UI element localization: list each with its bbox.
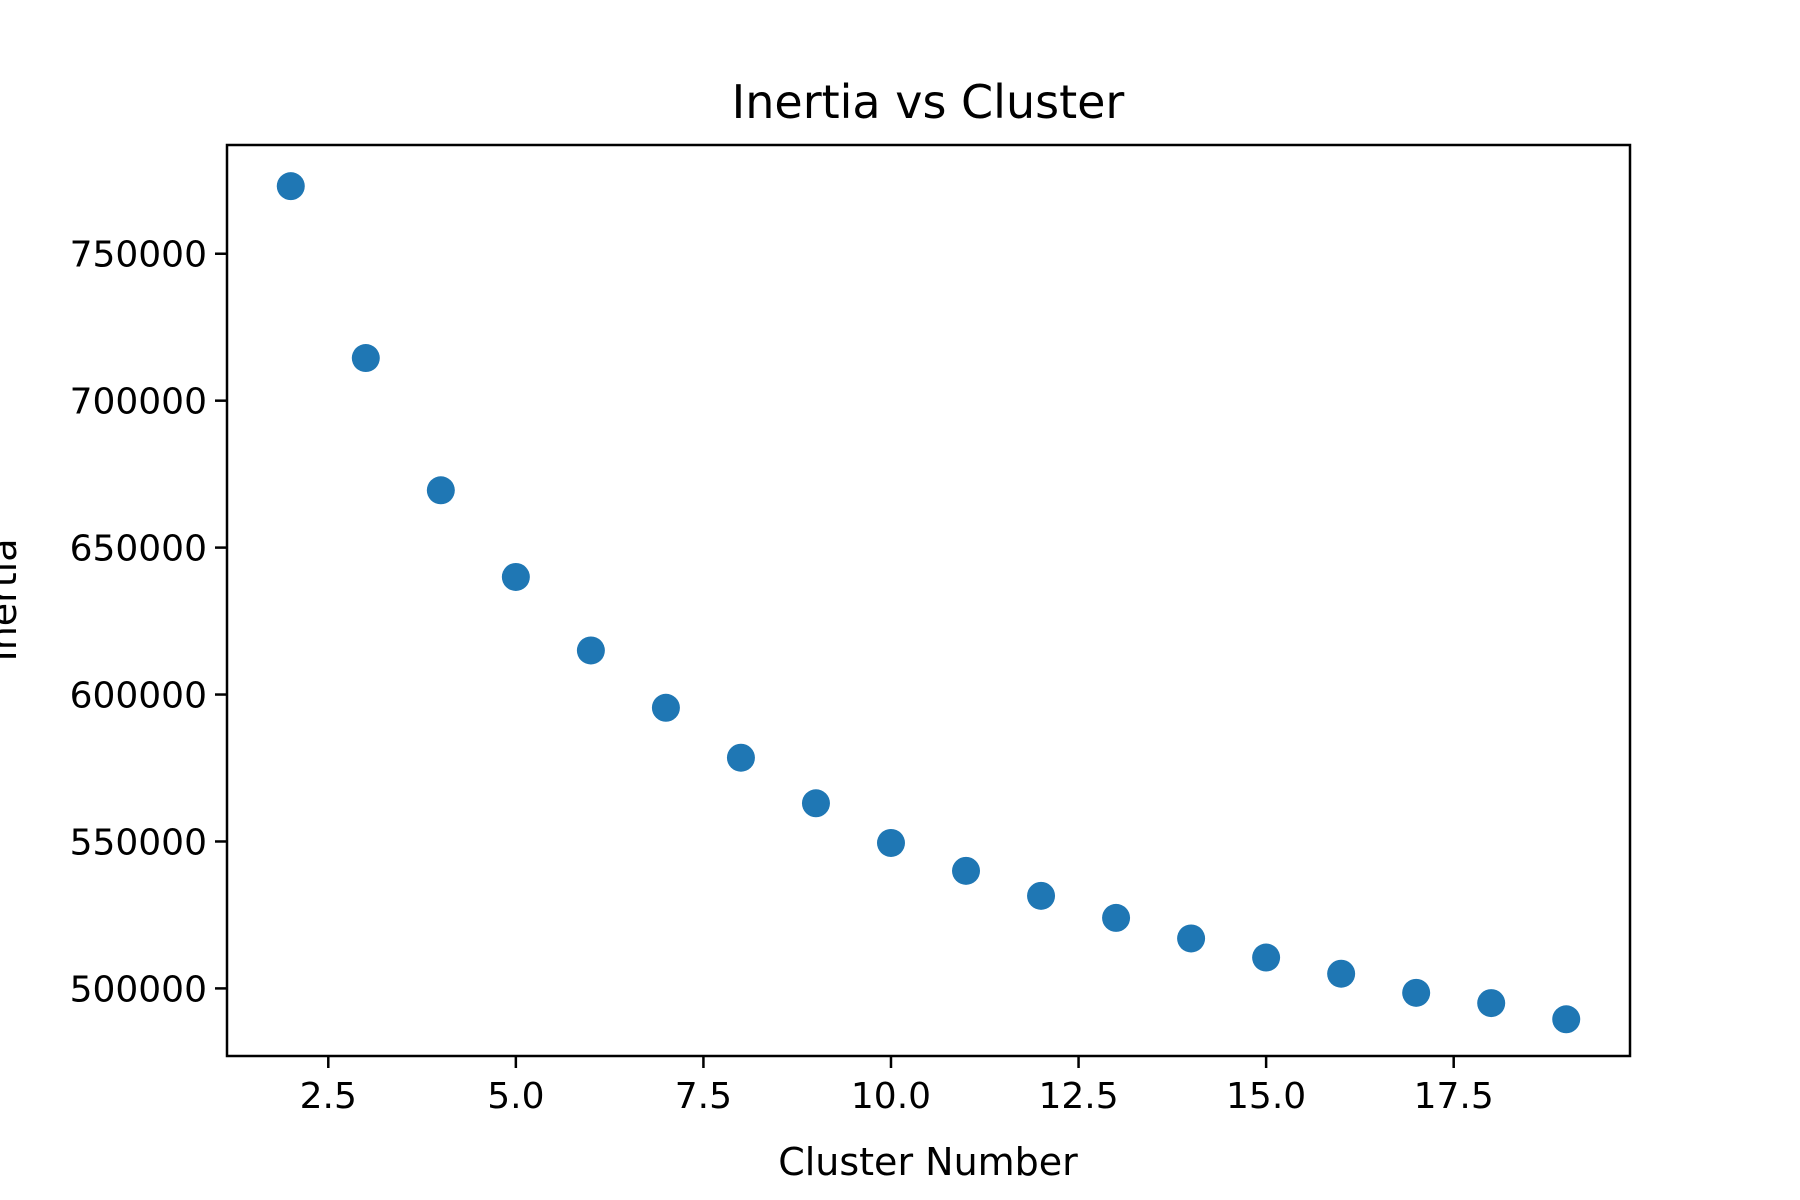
data-point [801,789,830,818]
data-point [576,636,605,665]
data-point [876,828,905,857]
data-point [1552,1005,1581,1034]
y-tick-label: 750000 [70,235,207,276]
data-point [1102,903,1131,932]
data-point [726,743,755,772]
x-tick-label: 17.5 [1414,1076,1494,1117]
y-tick-label: 600000 [70,676,207,717]
y-tick-label: 550000 [70,822,207,863]
x-tick-label: 5.0 [487,1076,544,1117]
data-point [426,476,455,505]
x-tick-label: 15.0 [1226,1076,1306,1117]
data-point [1477,989,1506,1018]
y-axis-ticks: 500000 550000 600000 650000 700000 750000 [70,235,227,1010]
chart-title: Inertia vs Cluster [732,75,1125,129]
data-point [1252,943,1281,972]
data-point [1027,881,1056,910]
x-tick-label: 7.5 [675,1076,732,1117]
data-point [1177,924,1206,953]
x-tick-label: 2.5 [300,1076,357,1117]
x-axis-ticks: 2.5 5.0 7.5 10.0 12.5 15.0 17.5 [300,1056,1494,1117]
data-point [351,344,380,373]
plot-frame [225,143,1632,1058]
data-point [651,693,680,722]
y-axis-title: Inertia [0,538,25,661]
x-tick-label: 10.0 [851,1076,931,1117]
data-point [1327,959,1356,988]
y-tick-label: 500000 [70,969,207,1010]
data-points [276,172,1581,1034]
data-point [276,172,305,201]
data-point [952,856,981,885]
data-point [501,562,530,591]
y-tick-label: 700000 [70,382,207,423]
y-tick-label: 650000 [70,529,207,570]
data-point [1402,978,1431,1007]
x-tick-label: 12.5 [1038,1076,1118,1117]
x-axis-title: Cluster Number [778,1140,1078,1184]
